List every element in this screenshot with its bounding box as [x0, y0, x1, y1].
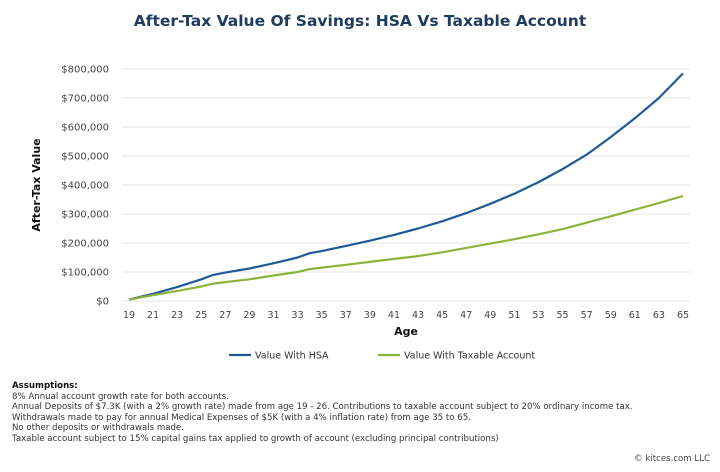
assumption-line: Taxable account subject to 15% capital g… — [12, 433, 499, 444]
assumption-line: 8% Annual account growth rate for both a… — [12, 391, 230, 402]
x-tick-label: 23 — [171, 310, 183, 321]
line-chart: $0 $100,000 $200,000 $300,000 $400,000 $500,0… — [30, 65, 690, 362]
y-tick-label: $500,000 — [61, 152, 109, 163]
x-tick-label: 63 — [653, 310, 665, 321]
x-tick-label: 27 — [219, 310, 231, 321]
x-tick-label: 53 — [532, 310, 544, 321]
x-tick-label: 21 — [147, 310, 159, 321]
x-tick-label: 29 — [243, 310, 255, 321]
x-tick-label: 33 — [292, 310, 304, 321]
x-tick-label: 65 — [677, 310, 689, 321]
assumption-line: Withdrawals made to pay for annual Medic… — [12, 412, 471, 423]
x-tick-label: 43 — [412, 310, 424, 321]
legend-label: Value With HSA — [255, 351, 329, 362]
x-tick-label: 25 — [195, 310, 207, 321]
assumption-line: No other deposits or withdrawals made. — [12, 423, 184, 434]
assumptions: Assumptions: 8% Annual account growth ra… — [12, 381, 633, 445]
legend-label: Value With Taxable Account — [404, 351, 535, 362]
x-tick-label: 35 — [316, 310, 328, 321]
series-line-hsa — [128, 72, 684, 301]
y-tick-label: $300,000 — [61, 210, 109, 221]
x-tick-label: 19 — [123, 310, 135, 321]
y-tick-label: $100,000 — [61, 268, 109, 279]
y-tick-label: $600,000 — [61, 123, 109, 134]
assumption-line: Annual Deposits of $7.3K (with a 2% grow… — [12, 402, 633, 413]
y-tick-label: $800,000 — [61, 65, 109, 76]
y-tick-label: $400,000 — [61, 181, 109, 192]
y-tick-label: $0 — [96, 297, 109, 308]
x-tick-label: 45 — [436, 310, 448, 321]
copyright: © kitces.com LLC — [634, 454, 710, 464]
y-tick-label: $200,000 — [61, 239, 109, 250]
x-tick-label: 37 — [340, 310, 352, 321]
x-tick-label: 47 — [460, 310, 472, 321]
x-tick-label: 57 — [581, 310, 593, 321]
chart-title: After-Tax Value Of Savings: HSA Vs Taxab… — [133, 12, 587, 30]
x-tick-label: 61 — [629, 310, 641, 321]
assumptions-heading: Assumptions: — [12, 381, 78, 391]
x-tick-label: 55 — [557, 310, 569, 321]
x-tick-label: 31 — [267, 310, 279, 321]
y-tick-label: $700,000 — [61, 94, 109, 105]
x-tick-label: 51 — [508, 310, 520, 321]
x-axis-label: Age — [394, 325, 418, 338]
series-line-taxable — [128, 194, 684, 301]
x-tick-label: 59 — [605, 310, 617, 321]
y-axis-label: After-Tax Value — [30, 138, 43, 231]
x-tick-label: 49 — [484, 310, 496, 321]
x-tick-label: 41 — [388, 310, 400, 321]
x-tick-label: 39 — [364, 310, 376, 321]
